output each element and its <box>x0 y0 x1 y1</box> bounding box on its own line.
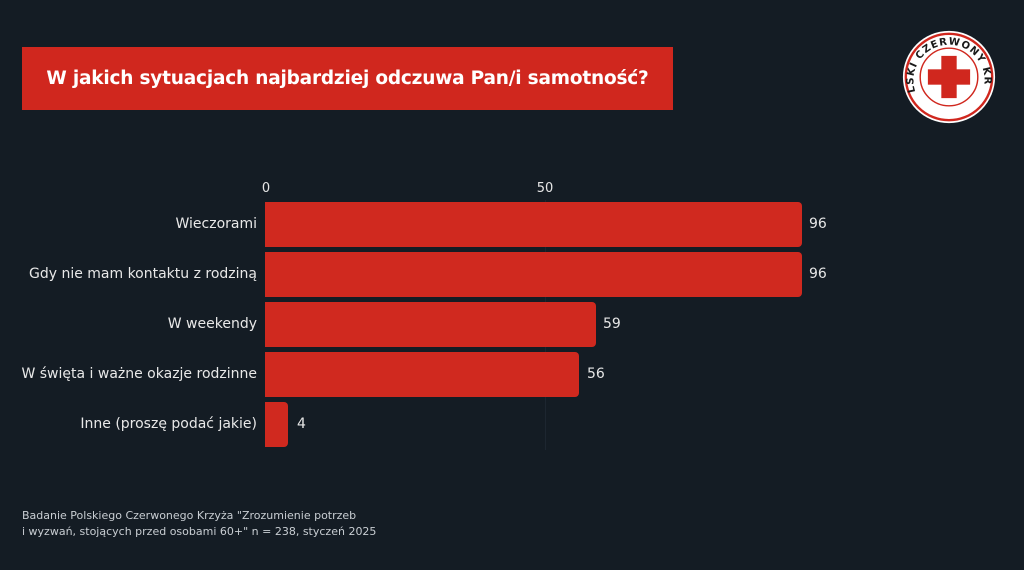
bar-value: 59 <box>603 316 621 332</box>
bar <box>265 302 596 347</box>
category-label: Wieczorami <box>175 216 257 232</box>
red-cross-logo-icon: POLSKI CZERWONY KRZYŻ <box>901 29 996 124</box>
chart-title: W jakich sytuacjach najbardziej odczuwa … <box>46 68 649 89</box>
bar-value: 96 <box>809 266 827 282</box>
bar-row: Wieczorami 96 <box>0 202 1024 247</box>
bar-value: 96 <box>809 216 827 232</box>
title-banner: W jakich sytuacjach najbardziej odczuwa … <box>22 47 673 110</box>
bar-row: W święta i ważne okazje rodzinne 56 <box>0 352 1024 397</box>
source-note: Badanie Polskiego Czerwonego Krzyża "Zro… <box>22 508 376 540</box>
source-line-1: Badanie Polskiego Czerwonego Krzyża "Zro… <box>22 509 357 522</box>
bar-row: Inne (proszę podać jakie) 4 <box>0 402 1024 447</box>
x-tick-0: 0 <box>261 181 271 196</box>
bar <box>265 202 802 247</box>
x-tick-50: 50 <box>536 181 554 196</box>
category-label: W weekendy <box>167 316 257 332</box>
category-label: Inne (proszę podać jakie) <box>80 416 257 432</box>
bar <box>265 252 802 297</box>
bar-value: 56 <box>587 366 605 382</box>
category-label: W święta i ważne okazje rodzinne <box>21 366 257 382</box>
bar <box>265 402 288 447</box>
bar <box>265 352 579 397</box>
bar-row: Gdy nie mam kontaktu z rodziną 96 <box>0 252 1024 297</box>
bar-value: 4 <box>297 416 306 432</box>
source-line-2: i wyzwań, stojących przed osobami 60+" n… <box>22 525 377 538</box>
category-label: Gdy nie mam kontaktu z rodziną <box>28 266 257 282</box>
bar-row: W weekendy 59 <box>0 302 1024 347</box>
